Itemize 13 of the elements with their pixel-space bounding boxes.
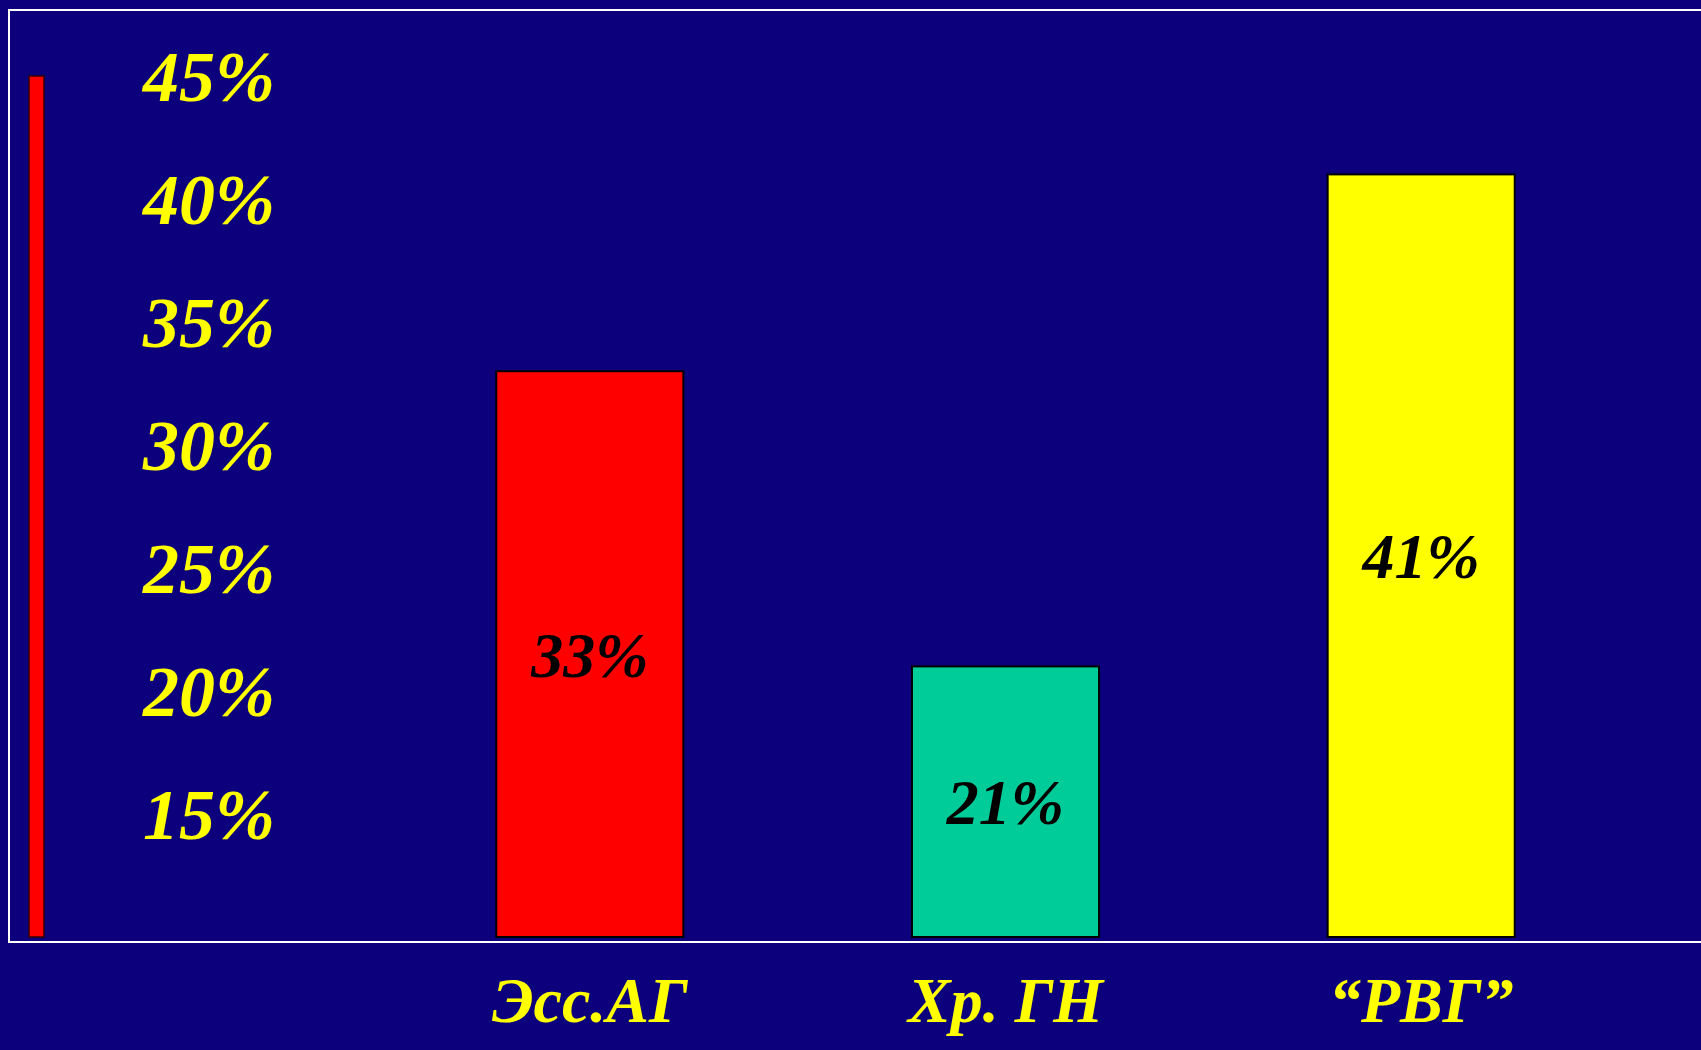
y-tick-label: 35%: [142, 283, 275, 364]
y-tick-label: 45%: [141, 37, 275, 118]
data-label: 33%: [530, 619, 649, 691]
y-tick-label: 20%: [142, 652, 275, 733]
x-tick-label: Эсс.АГ: [491, 965, 689, 1037]
data-label: 21%: [945, 767, 1065, 839]
x-tick-label: Хр. ГН: [905, 965, 1106, 1037]
data-label: 41%: [1361, 521, 1480, 593]
y-tick-label: 15%: [143, 775, 275, 856]
y-tick-label: 30%: [142, 406, 275, 487]
y-tick-label: 25%: [142, 529, 275, 610]
x-tick-label: “РВГ”: [1328, 965, 1514, 1037]
y-tick-label: 40%: [141, 160, 275, 241]
